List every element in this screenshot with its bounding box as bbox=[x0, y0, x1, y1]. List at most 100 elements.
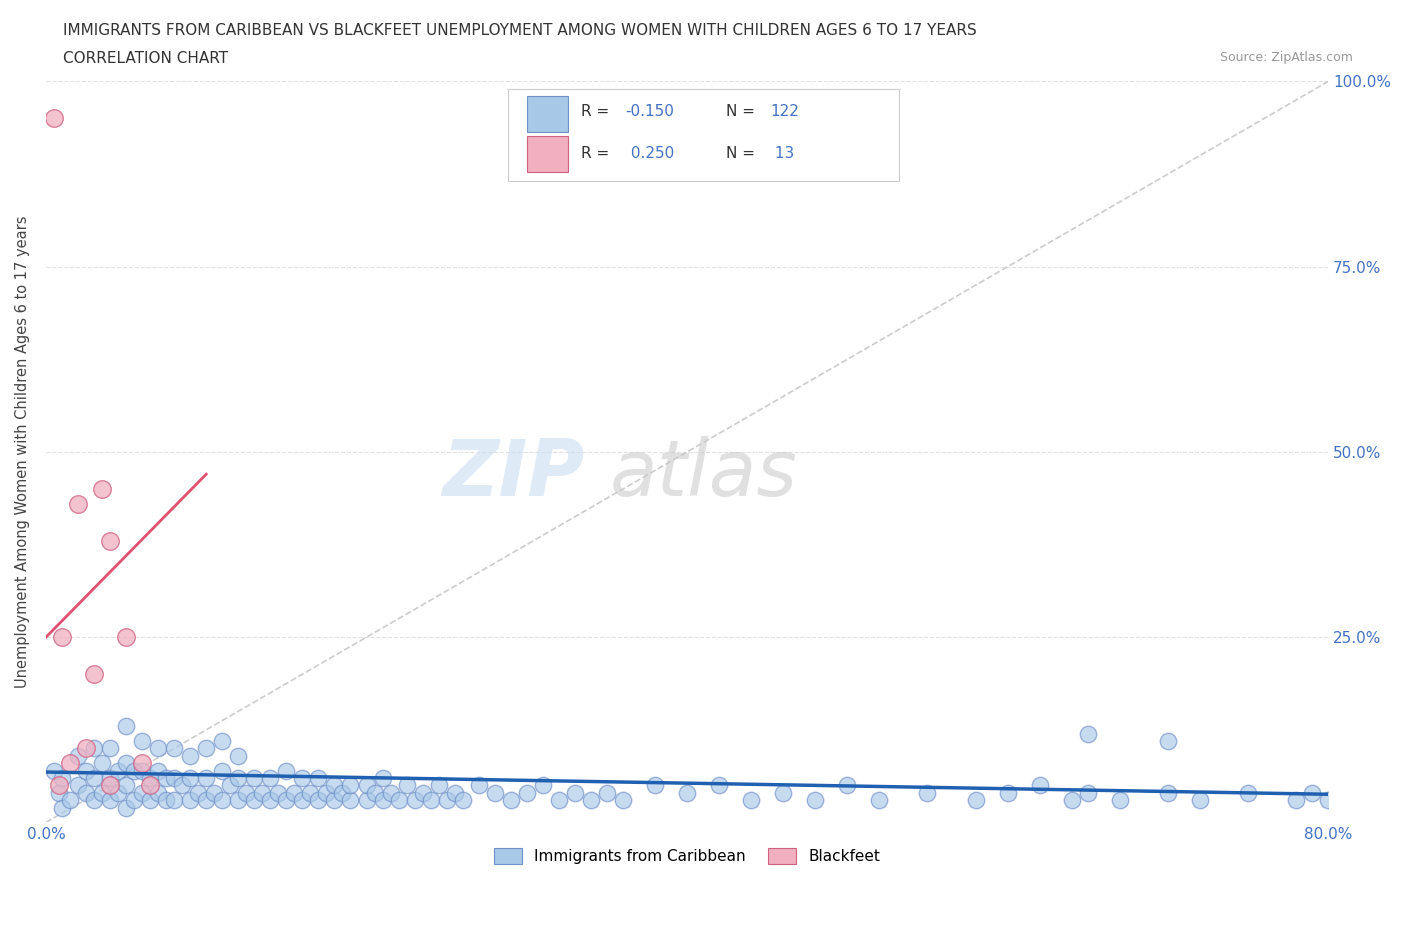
Point bbox=[579, 792, 602, 807]
Point bbox=[172, 777, 194, 792]
FancyBboxPatch shape bbox=[508, 89, 898, 181]
Point bbox=[1028, 777, 1050, 792]
Point bbox=[187, 785, 209, 800]
Point bbox=[98, 777, 121, 792]
Point bbox=[371, 792, 394, 807]
Point bbox=[1285, 792, 1308, 807]
Point bbox=[1317, 792, 1340, 807]
Point bbox=[59, 756, 82, 771]
Point bbox=[226, 792, 249, 807]
FancyBboxPatch shape bbox=[527, 136, 568, 172]
Point bbox=[115, 777, 138, 792]
Point bbox=[283, 785, 305, 800]
Point bbox=[339, 777, 361, 792]
Point bbox=[243, 771, 266, 786]
Text: 13: 13 bbox=[770, 146, 794, 162]
Point bbox=[98, 741, 121, 756]
Point bbox=[291, 792, 314, 807]
Text: 0.250: 0.250 bbox=[626, 146, 673, 162]
Point bbox=[179, 792, 201, 807]
Point bbox=[66, 777, 89, 792]
Point bbox=[436, 792, 458, 807]
Point bbox=[307, 792, 329, 807]
Point bbox=[564, 785, 586, 800]
Point bbox=[443, 785, 465, 800]
Point bbox=[1188, 792, 1211, 807]
Point bbox=[332, 785, 354, 800]
Point bbox=[195, 771, 218, 786]
Point bbox=[226, 749, 249, 764]
Point bbox=[75, 785, 97, 800]
Point bbox=[516, 785, 538, 800]
Point bbox=[387, 792, 409, 807]
Point bbox=[202, 785, 225, 800]
Point bbox=[323, 777, 346, 792]
Point bbox=[1077, 726, 1099, 741]
Point bbox=[772, 785, 794, 800]
Point bbox=[291, 771, 314, 786]
Point bbox=[115, 719, 138, 734]
Point bbox=[98, 792, 121, 807]
Text: R =: R = bbox=[581, 104, 614, 119]
Text: IMMIGRANTS FROM CARIBBEAN VS BLACKFEET UNEMPLOYMENT AMONG WOMEN WITH CHILDREN AG: IMMIGRANTS FROM CARIBBEAN VS BLACKFEET U… bbox=[63, 23, 977, 38]
Point bbox=[1108, 792, 1130, 807]
Point bbox=[51, 800, 73, 815]
Point bbox=[997, 785, 1019, 800]
Point bbox=[356, 792, 378, 807]
Point bbox=[179, 749, 201, 764]
Point bbox=[139, 792, 162, 807]
Point bbox=[259, 792, 281, 807]
Point bbox=[419, 792, 441, 807]
Point bbox=[1157, 734, 1180, 749]
Point bbox=[66, 497, 89, 512]
Point bbox=[155, 792, 177, 807]
FancyBboxPatch shape bbox=[527, 96, 568, 132]
Point bbox=[596, 785, 619, 800]
Text: N =: N = bbox=[725, 104, 759, 119]
Point bbox=[51, 771, 73, 786]
Point bbox=[163, 792, 186, 807]
Point bbox=[339, 792, 361, 807]
Text: Source: ZipAtlas.com: Source: ZipAtlas.com bbox=[1219, 51, 1353, 64]
Point bbox=[531, 777, 554, 792]
Point bbox=[42, 111, 65, 126]
Point bbox=[146, 741, 169, 756]
Point bbox=[380, 785, 402, 800]
Point bbox=[131, 756, 153, 771]
Point bbox=[395, 777, 418, 792]
Point bbox=[115, 800, 138, 815]
Point bbox=[363, 785, 385, 800]
Point bbox=[75, 741, 97, 756]
Point bbox=[315, 785, 337, 800]
Point bbox=[146, 764, 169, 778]
Text: CORRELATION CHART: CORRELATION CHART bbox=[63, 51, 228, 66]
Point bbox=[42, 764, 65, 778]
Text: N =: N = bbox=[725, 146, 759, 162]
Legend: Immigrants from Caribbean, Blackfeet: Immigrants from Caribbean, Blackfeet bbox=[488, 843, 886, 870]
Point bbox=[66, 749, 89, 764]
Point bbox=[837, 777, 859, 792]
Point bbox=[259, 771, 281, 786]
Point bbox=[219, 777, 242, 792]
Point bbox=[83, 741, 105, 756]
Point bbox=[404, 792, 426, 807]
Point bbox=[323, 792, 346, 807]
Point bbox=[484, 785, 506, 800]
Point bbox=[412, 785, 434, 800]
Y-axis label: Unemployment Among Women with Children Ages 6 to 17 years: Unemployment Among Women with Children A… bbox=[15, 216, 30, 688]
Point bbox=[91, 756, 114, 771]
Point bbox=[115, 630, 138, 644]
Point bbox=[243, 792, 266, 807]
Point bbox=[644, 777, 666, 792]
Point bbox=[122, 764, 145, 778]
Point bbox=[131, 734, 153, 749]
Point bbox=[98, 771, 121, 786]
Point bbox=[179, 771, 201, 786]
Point bbox=[195, 741, 218, 756]
Point bbox=[139, 777, 162, 792]
Point bbox=[211, 734, 233, 749]
Point bbox=[276, 792, 298, 807]
Point bbox=[122, 792, 145, 807]
Point bbox=[131, 764, 153, 778]
Point bbox=[1157, 785, 1180, 800]
